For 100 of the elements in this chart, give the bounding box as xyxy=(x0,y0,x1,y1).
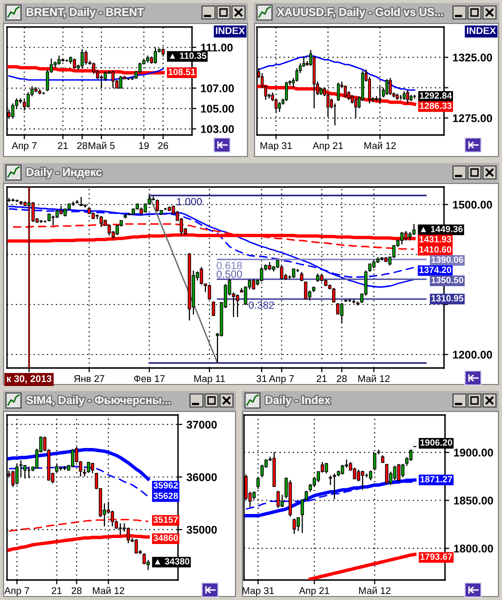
candlestick xyxy=(399,94,402,100)
chart-title: XAUUSD.F, Daily - Gold vs US... xyxy=(277,8,443,18)
data-label: 1793.67 xyxy=(420,553,452,560)
y-tick-label: 1850.00 xyxy=(454,496,494,505)
y-tick-label: 111.00 xyxy=(201,44,233,52)
data-label: 34860 xyxy=(153,534,178,542)
x-tick-label: Мар 31 xyxy=(242,587,274,596)
x-tick-label: Май 12 xyxy=(364,142,396,150)
candlestick xyxy=(412,223,416,236)
candlestick xyxy=(348,298,352,303)
x-tick-label: 21 xyxy=(52,587,62,594)
candlestick xyxy=(84,50,88,66)
candlestick xyxy=(292,518,296,535)
candlestick xyxy=(278,102,281,112)
x-tick-label: 19 xyxy=(139,142,149,150)
y-tick-label: 1500.00 xyxy=(453,200,492,209)
candlestick xyxy=(356,469,360,482)
series-label: 1.000 xyxy=(176,198,202,206)
candlestick xyxy=(388,77,392,96)
x-tick-label: Мар 31 xyxy=(260,142,292,152)
data-label: 35628 xyxy=(153,492,178,499)
series-label: 0.618 xyxy=(216,262,242,270)
chart-title: Daily - Index xyxy=(266,396,330,406)
y-tick-label: 1325.00 xyxy=(453,54,492,62)
y-tick-label: 103.00 xyxy=(201,125,234,134)
y-tick-label: 105.00 xyxy=(201,104,234,113)
candlestick xyxy=(401,463,404,478)
candlestick xyxy=(400,231,404,246)
text: 1292.84 xyxy=(420,92,452,99)
y-tick-label: 107.00 xyxy=(201,84,234,92)
data-label: 1431.93 xyxy=(420,236,452,242)
chart-title: BRENT, Daily - BRENT xyxy=(26,8,144,18)
y-tick-label: 35000 xyxy=(186,526,217,534)
y-axis-title: INDEX xyxy=(466,27,496,34)
x-tick-label: 21 xyxy=(316,375,327,382)
y-tick-label: 1275.00 xyxy=(453,114,492,122)
y-axis-title: INDEX xyxy=(216,27,245,34)
candlestick xyxy=(116,224,119,236)
text: ▲ 110.35 xyxy=(170,52,206,59)
x-tick-label: 28 xyxy=(72,587,82,594)
x-tick-label: Апр 7 xyxy=(12,142,36,152)
line-series xyxy=(7,448,150,481)
data-label: 108.51 xyxy=(168,68,196,76)
candlestick xyxy=(340,464,344,476)
x-tick-label: Янв 27 xyxy=(74,375,104,382)
data-label: 1390.06 xyxy=(432,256,464,263)
y-tick-label: 1200.00 xyxy=(453,350,492,359)
chart-title: SIM4, Daily - Фьючерсны... xyxy=(26,396,170,406)
x-tick-label: Апр 21 xyxy=(312,142,343,152)
candlestick xyxy=(385,78,388,96)
x-tick-label: Апр 7 xyxy=(4,587,30,596)
chart-title: Daily - Индекс xyxy=(26,168,102,178)
candlestick xyxy=(292,268,296,279)
series-label: 0.500 xyxy=(216,270,242,278)
x-tick-label: 26 xyxy=(158,142,168,150)
x-tick-label: Мар 11 xyxy=(194,375,225,384)
y-tick-label: 1900.00 xyxy=(454,448,494,457)
x-tick-label: к 30, 2013 xyxy=(7,375,52,384)
x-tick-label: 28 xyxy=(77,142,88,150)
candlestick xyxy=(352,467,356,480)
candlestick xyxy=(393,465,396,481)
y-tick-label: 37000 xyxy=(186,420,217,429)
candlestick xyxy=(70,448,74,468)
candlestick xyxy=(328,474,332,486)
data-label: 1350.50 xyxy=(432,276,464,284)
line-series xyxy=(148,194,218,364)
x-tick-label: Май 12 xyxy=(359,586,390,594)
x-tick-label: Май 12 xyxy=(92,586,124,594)
candlestick xyxy=(57,54,61,66)
x-tick-label: Апр 7 xyxy=(269,375,294,384)
x-tick-label: 31 xyxy=(256,375,267,382)
series-label: 0.382 xyxy=(248,301,274,309)
x-tick-label: Апр 21 xyxy=(299,587,330,596)
candlestick xyxy=(332,472,336,500)
data-label: 1286.33 xyxy=(420,102,452,109)
data-label: 1410.60 xyxy=(420,246,452,253)
data-label: 1871.27 xyxy=(420,476,452,482)
x-tick-label: Май 5 xyxy=(88,142,115,150)
data-label: 1310.95 xyxy=(432,295,464,302)
x-tick-label: 28 xyxy=(336,375,347,382)
candlestick xyxy=(284,81,288,102)
candlestick xyxy=(296,517,300,532)
x-tick-label: Фев 17 xyxy=(134,375,165,382)
candlestick xyxy=(385,463,388,485)
candlestick xyxy=(397,463,400,482)
candlestick xyxy=(360,470,364,490)
y-tick-label: 36000 xyxy=(186,473,217,482)
text: 1906.20 xyxy=(420,439,452,446)
x-tick-label: 21 xyxy=(58,142,68,149)
data-label: 35157 xyxy=(153,516,178,523)
data-label: 35962 xyxy=(153,482,178,489)
text: ▲ 34380 xyxy=(154,558,190,565)
line-series xyxy=(308,552,417,580)
y-tick-label: 1800.00 xyxy=(454,544,494,552)
candlestick xyxy=(304,280,308,300)
candlestick xyxy=(200,266,204,286)
text: ▲ 1449.36 xyxy=(420,226,463,232)
x-tick-label: Май 12 xyxy=(358,374,390,382)
candlestick xyxy=(11,470,15,488)
data-label: 1374.20 xyxy=(420,266,452,274)
